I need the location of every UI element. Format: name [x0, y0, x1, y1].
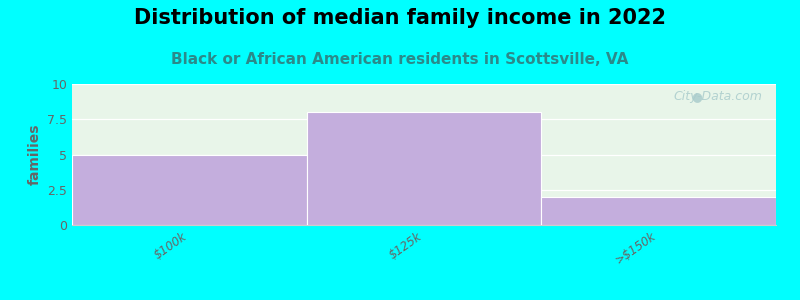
Bar	[72, 154, 306, 225]
Bar	[542, 197, 776, 225]
Text: ●: ●	[691, 90, 702, 103]
Y-axis label: families: families	[27, 124, 42, 185]
Text: City-Data.com: City-Data.com	[673, 90, 762, 103]
Text: Distribution of median family income in 2022: Distribution of median family income in …	[134, 8, 666, 28]
Text: Black or African American residents in Scottsville, VA: Black or African American residents in S…	[171, 52, 629, 68]
Bar	[306, 112, 542, 225]
